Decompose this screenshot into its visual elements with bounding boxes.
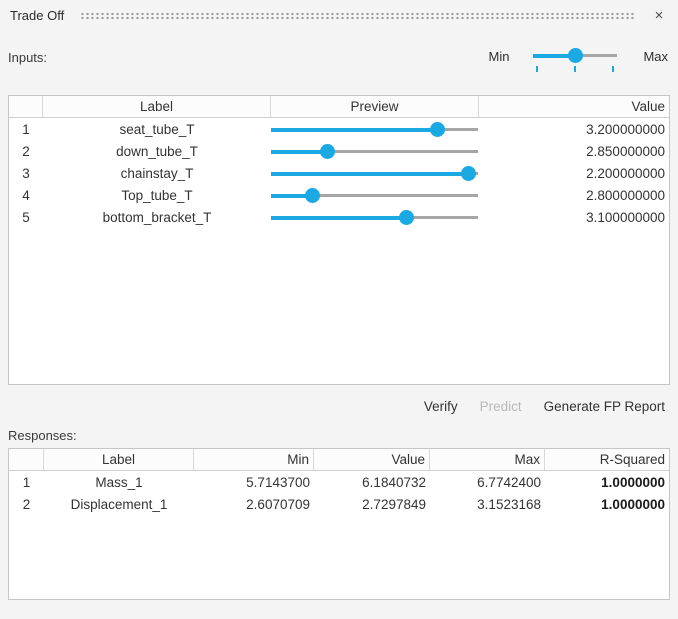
row-index: 1 [22, 474, 31, 490]
input-slider[interactable] [271, 118, 479, 140]
input-value[interactable]: 3.200000000 [586, 121, 665, 137]
input-label: seat_tube_T [119, 121, 195, 137]
min-label: Min [488, 49, 510, 64]
panel-title: Trade Off [10, 7, 65, 23]
header-index [9, 96, 43, 117]
tick-mid [574, 66, 577, 72]
table-row[interactable]: 1 seat_tube_T 3.200000000 [9, 118, 669, 140]
global-range-slider-wrap [533, 46, 618, 72]
table-row[interactable]: 4 Top_tube_T 2.800000000 [9, 184, 669, 206]
inputs-section-label: Inputs: [8, 50, 48, 65]
slider-track[interactable] [271, 194, 478, 197]
table-row[interactable]: 2 Displacement_1 2.6070709 2.7297849 3.1… [9, 493, 669, 515]
slider-track[interactable] [271, 150, 478, 153]
table-row[interactable]: 3 chainstay_T 2.200000000 [9, 162, 669, 184]
slider-thumb[interactable] [319, 143, 335, 159]
input-label: chainstay_T [120, 165, 194, 181]
row-index: 2 [22, 143, 30, 159]
row-index: 3 [22, 165, 30, 181]
predict-button: Predict [479, 398, 522, 414]
slider-fill [271, 127, 438, 132]
row-index: 2 [22, 496, 31, 512]
header-index [9, 449, 44, 470]
inputs-table: Label Preview Value 1 seat_tube_T 3.2000… [8, 95, 670, 385]
response-r-squared: 1.0000000 [601, 496, 665, 512]
row-index: 1 [22, 121, 30, 137]
header-min: Min [194, 449, 314, 470]
row-index: 4 [22, 187, 30, 203]
response-max: 3.1523168 [477, 496, 541, 512]
header-label: Label [43, 96, 271, 117]
header-r-squared: R-Squared [599, 452, 665, 467]
input-label: Top_tube_T [121, 187, 193, 203]
header-value: Value [631, 99, 665, 114]
input-slider[interactable] [271, 140, 479, 162]
slider-thumb[interactable] [567, 47, 583, 63]
table-row[interactable]: 1 Mass_1 5.7143700 6.1840732 6.7742400 1… [9, 471, 669, 493]
inputs-table-header: Label Preview Value [9, 96, 669, 118]
input-label: down_tube_T [116, 143, 198, 159]
slider-fill [271, 171, 469, 176]
header-value: Value [314, 449, 430, 470]
table-row[interactable]: 2 down_tube_T 2.850000000 [9, 140, 669, 162]
slider-fill [533, 53, 576, 58]
response-label: Mass_1 [95, 474, 143, 490]
header-label: Label [44, 449, 194, 470]
header-preview: Preview [271, 96, 479, 117]
slider-fill [271, 193, 313, 198]
row-index: 5 [22, 209, 30, 225]
verify-button[interactable]: Verify [423, 398, 458, 414]
close-icon[interactable]: × [654, 6, 664, 24]
input-slider[interactable] [271, 162, 479, 184]
slider-fill [271, 149, 328, 154]
inputs-row: Inputs: Min Max [8, 46, 668, 76]
header-max: Max [430, 449, 545, 470]
response-max: 6.7742400 [477, 474, 541, 490]
responses-table-header: Label Min Value Max R-Squared [9, 449, 669, 471]
slider-ticks [533, 66, 617, 72]
responses-table: Label Min Value Max R-Squared 1 Mass_1 5… [8, 448, 670, 600]
titlebar: Trade Off × [0, 0, 678, 30]
input-slider[interactable] [271, 184, 479, 206]
response-value: 6.1840732 [362, 474, 426, 490]
global-range-group: Min Max [488, 46, 668, 72]
slider-thumb[interactable] [461, 165, 477, 181]
slider-thumb[interactable] [305, 187, 321, 203]
generate-fp-report-button[interactable]: Generate FP Report [543, 398, 665, 414]
response-value: 2.7297849 [362, 496, 426, 512]
drag-handle-icon[interactable] [80, 12, 636, 20]
actions-bar: Verify Predict Generate FP Report [0, 396, 665, 416]
slider-thumb[interactable] [398, 209, 414, 225]
response-label: Displacement_1 [70, 496, 168, 512]
input-value[interactable]: 2.200000000 [586, 165, 665, 181]
input-slider[interactable] [271, 206, 479, 228]
tick-min [536, 66, 539, 72]
input-value[interactable]: 3.100000000 [586, 209, 665, 225]
input-value[interactable]: 2.850000000 [586, 143, 665, 159]
response-min: 2.6070709 [246, 496, 310, 512]
response-min: 5.7143700 [246, 474, 310, 490]
table-row[interactable]: 5 bottom_bracket_T 3.100000000 [9, 206, 669, 228]
input-label: bottom_bracket_T [102, 209, 212, 225]
global-range-slider[interactable] [533, 46, 618, 64]
slider-thumb[interactable] [429, 121, 445, 137]
responses-section-label: Responses: [8, 428, 77, 443]
max-label: Max [643, 49, 668, 64]
response-r-squared: 1.0000000 [601, 474, 665, 490]
input-value[interactable]: 2.800000000 [586, 187, 665, 203]
tick-max [612, 66, 615, 72]
slider-fill [271, 215, 407, 220]
